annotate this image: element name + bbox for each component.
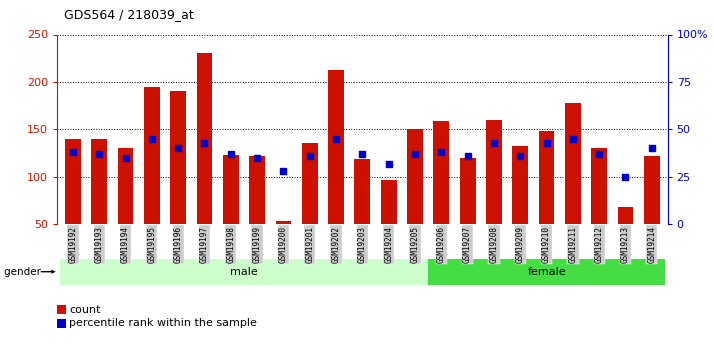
Point [383, 161, 394, 166]
Point [515, 153, 526, 159]
Text: GSM19213: GSM19213 [621, 226, 630, 263]
Text: GSM19211: GSM19211 [568, 226, 578, 263]
Text: GSM19207: GSM19207 [463, 226, 472, 263]
Bar [591, 148, 607, 224]
Bar [170, 91, 186, 224]
Bar [538, 131, 555, 224]
Text: GSM19199: GSM19199 [253, 226, 261, 263]
Text: GSM19196: GSM19196 [174, 226, 183, 263]
Point [567, 136, 578, 142]
Bar [196, 53, 212, 224]
Point [620, 174, 631, 179]
Text: GSM19197: GSM19197 [200, 226, 209, 263]
Text: GSM19200: GSM19200 [279, 226, 288, 263]
Bar [354, 159, 371, 224]
Text: GSM19206: GSM19206 [437, 226, 446, 263]
Text: GSM19208: GSM19208 [489, 226, 498, 263]
Text: GSM19202: GSM19202 [331, 226, 341, 263]
Text: GSM19192: GSM19192 [69, 226, 77, 263]
Point [251, 155, 263, 161]
Bar [276, 221, 291, 224]
Point [146, 136, 158, 142]
Bar [644, 156, 660, 224]
Bar [565, 103, 580, 224]
Text: GSM19194: GSM19194 [121, 226, 130, 263]
Text: count: count [69, 305, 101, 315]
Point [304, 153, 316, 159]
Bar [91, 139, 107, 224]
Text: GSM19204: GSM19204 [384, 226, 393, 263]
Text: percentile rank within the sample: percentile rank within the sample [69, 318, 257, 328]
Point [409, 151, 421, 157]
Point [120, 155, 131, 161]
Bar [460, 158, 476, 224]
Point [198, 140, 210, 146]
Text: GDS564 / 218039_at: GDS564 / 218039_at [64, 8, 194, 21]
Bar [328, 70, 344, 224]
Text: GSM19203: GSM19203 [358, 226, 367, 263]
Point [94, 151, 105, 157]
Point [593, 151, 605, 157]
Bar [433, 121, 449, 224]
Bar [118, 148, 134, 224]
Text: GSM19210: GSM19210 [542, 226, 551, 263]
Bar [486, 120, 502, 224]
Point [331, 136, 342, 142]
Bar [513, 146, 528, 224]
Point [225, 151, 236, 157]
Point [462, 153, 473, 159]
Bar [407, 129, 423, 224]
Text: GSM19193: GSM19193 [95, 226, 104, 263]
Text: GSM19212: GSM19212 [595, 226, 603, 263]
Bar [144, 87, 160, 224]
Bar [249, 156, 265, 224]
Bar [223, 155, 238, 224]
Bar [381, 180, 396, 224]
Text: GSM19205: GSM19205 [411, 226, 420, 263]
Point [436, 149, 447, 155]
Bar [302, 143, 318, 224]
Text: GSM19209: GSM19209 [516, 226, 525, 263]
Text: GSM19201: GSM19201 [305, 226, 314, 263]
Point [357, 151, 368, 157]
Bar [618, 207, 633, 224]
Point [646, 146, 658, 151]
Point [488, 140, 500, 146]
Point [67, 149, 79, 155]
Point [278, 168, 289, 174]
Text: female: female [527, 267, 566, 277]
Text: GSM19195: GSM19195 [147, 226, 156, 263]
Text: GSM19198: GSM19198 [226, 226, 236, 263]
Point [173, 146, 184, 151]
Bar [65, 139, 81, 224]
Text: GSM19214: GSM19214 [648, 226, 656, 263]
Point [540, 140, 552, 146]
Text: male: male [230, 267, 258, 277]
Text: gender: gender [4, 267, 44, 277]
